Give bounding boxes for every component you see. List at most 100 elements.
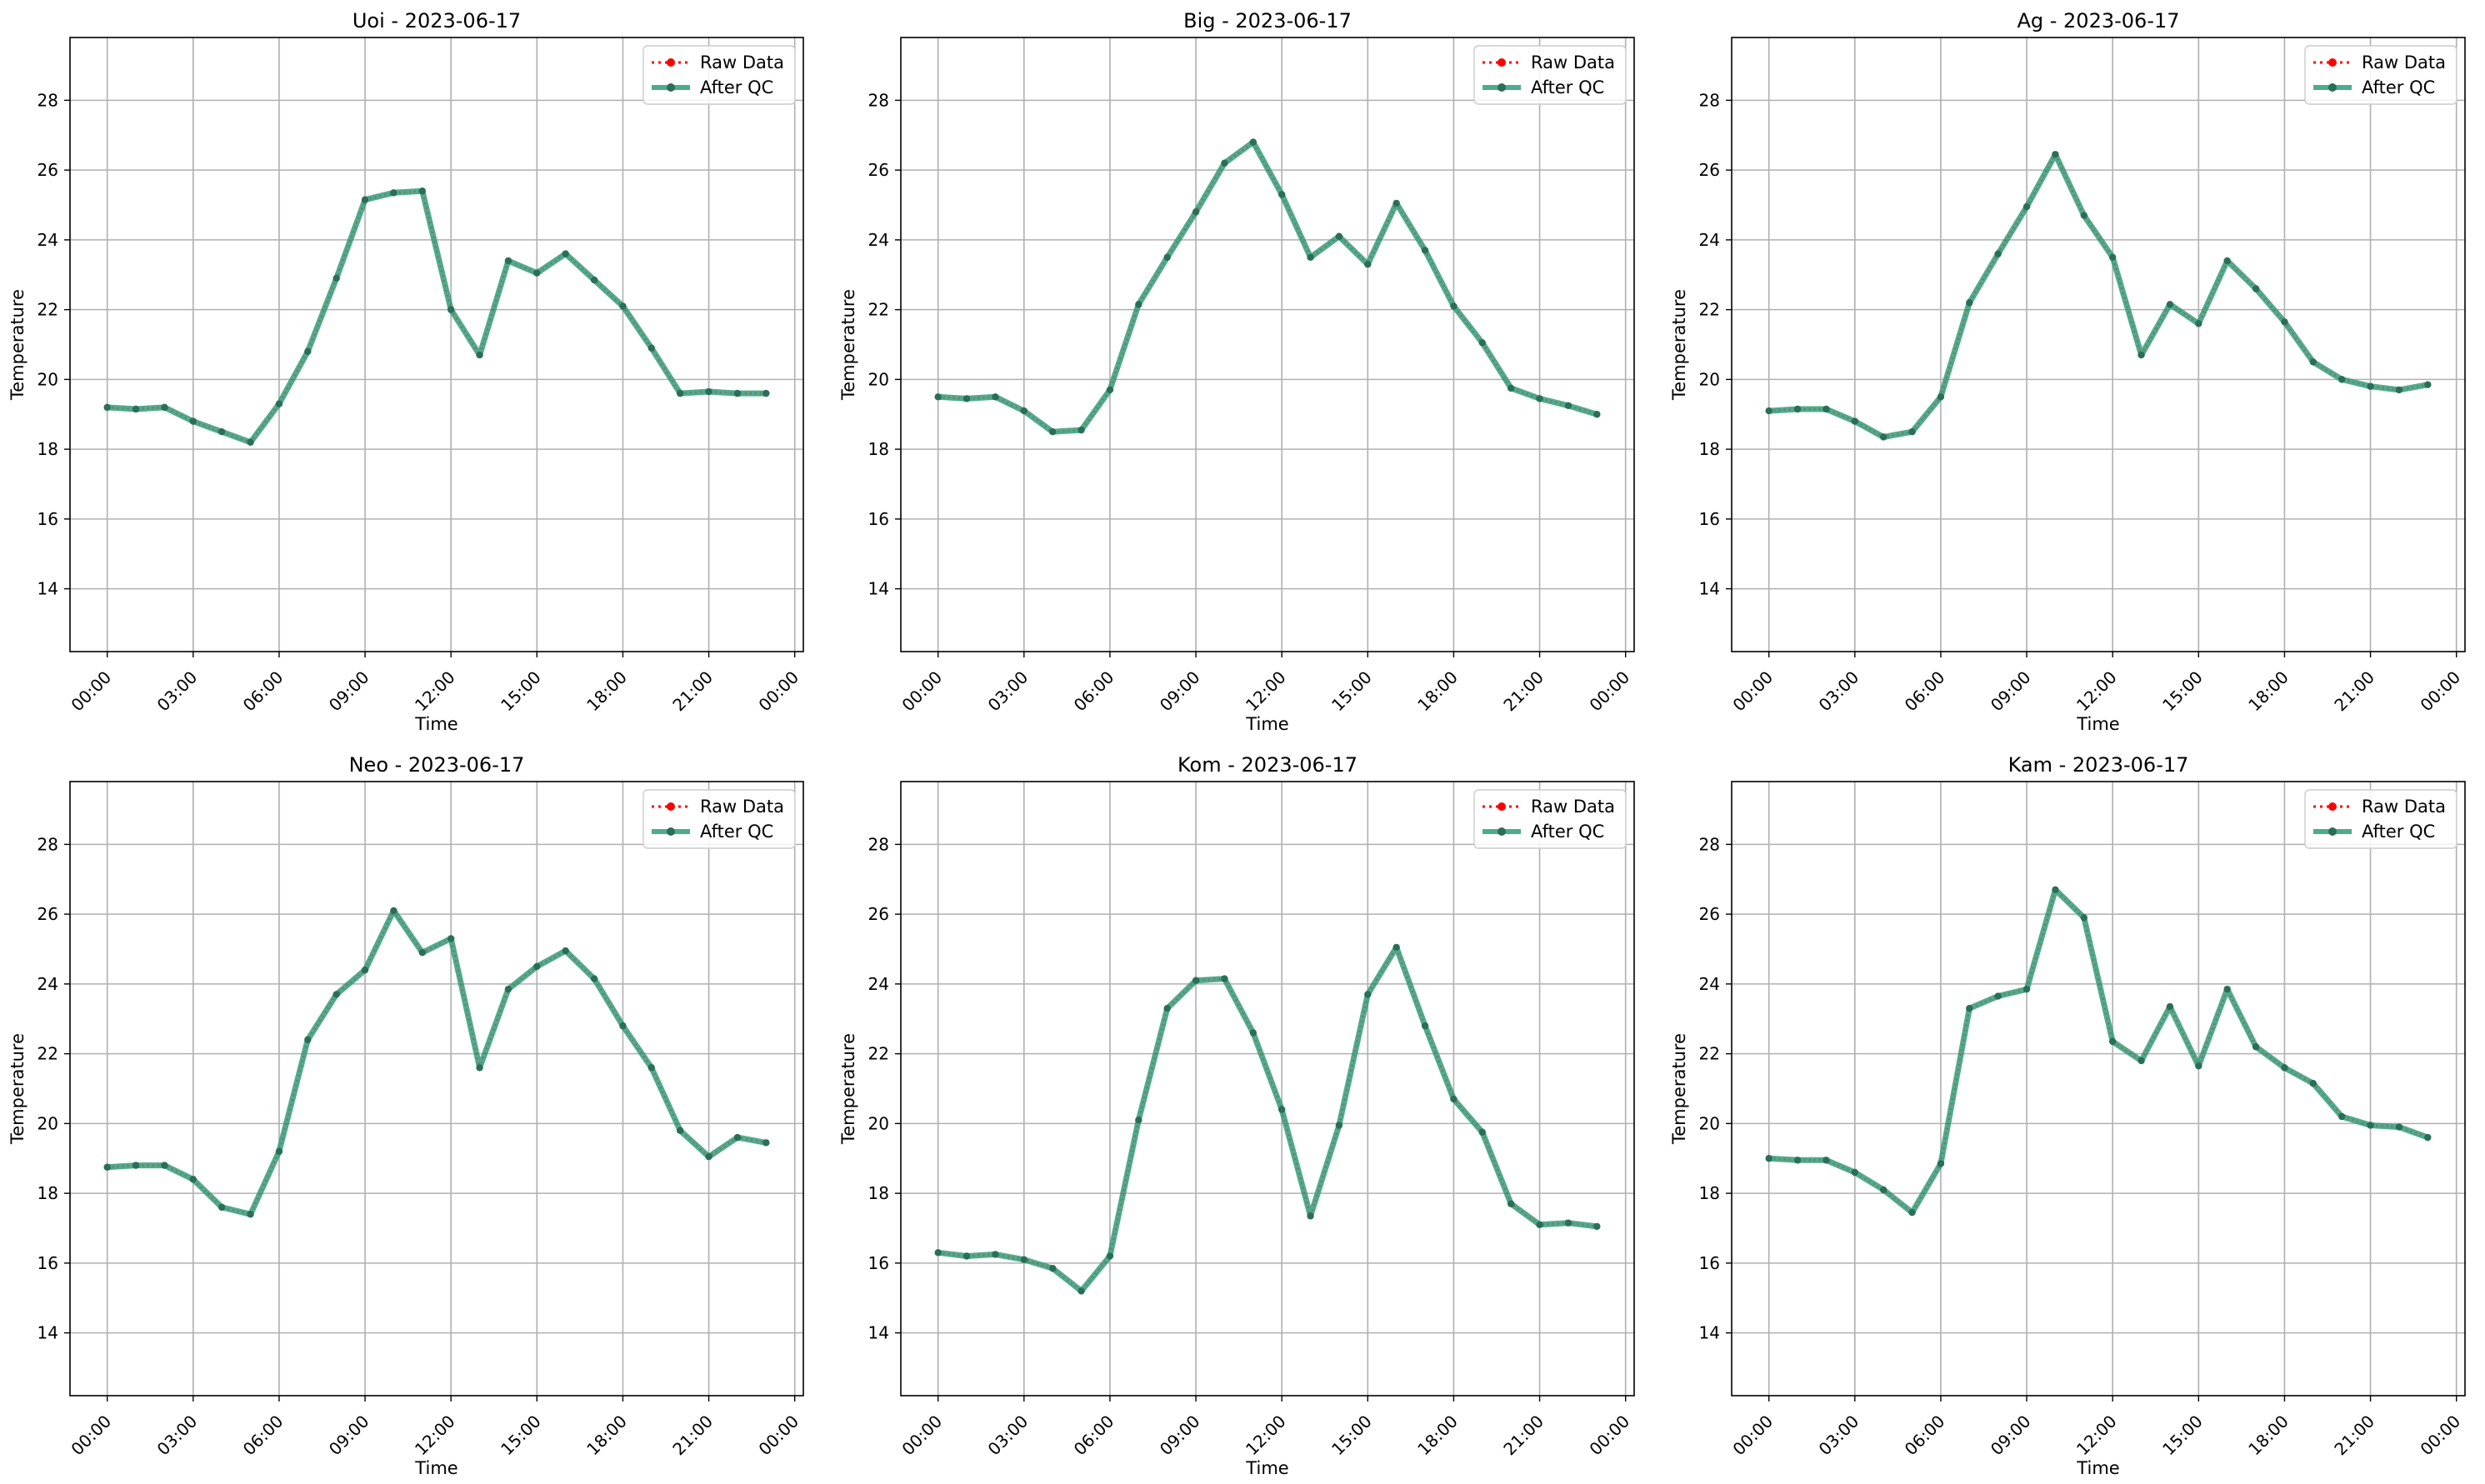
- legend-label-after-qc: After QC: [700, 822, 773, 842]
- legend-label-after-qc: After QC: [2362, 822, 2435, 842]
- x-tick-label: 03:00: [1815, 1412, 1863, 1460]
- data-point: [2252, 1043, 2260, 1051]
- x-tick-label: 15:00: [2158, 667, 2207, 716]
- data-point: [590, 276, 598, 284]
- data-point: [1851, 1168, 1859, 1177]
- y-tick-label: 26: [868, 904, 889, 924]
- data-point: [676, 1127, 684, 1134]
- y-tick-label: 18: [38, 1183, 58, 1203]
- x-tick-label: 21:00: [2330, 1412, 2378, 1460]
- data-point: [447, 306, 455, 313]
- data-point: [161, 403, 168, 412]
- data-point: [962, 395, 971, 402]
- data-point: [275, 1147, 283, 1156]
- x-tick-label: 18:00: [1413, 667, 1462, 716]
- data-point: [648, 1064, 656, 1072]
- data-point: [1879, 433, 1888, 441]
- x-tick-label: 18:00: [2244, 1412, 2292, 1460]
- data-point: [2080, 212, 2088, 219]
- data-point: [2424, 381, 2432, 388]
- y-tick-label: 24: [1699, 230, 1720, 250]
- y-tick-label: 22: [868, 300, 889, 320]
- data-point: [1908, 1208, 1916, 1217]
- y-axis-label: Temperature: [8, 1033, 28, 1145]
- legend-label-raw: Raw Data: [1531, 797, 1615, 817]
- data-point: [1765, 1155, 1772, 1162]
- data-point: [1793, 405, 1802, 413]
- data-point: [1048, 427, 1057, 436]
- data-point: [1593, 1222, 1601, 1231]
- data-point: [1593, 411, 1601, 418]
- legend: Raw Data After QC: [2304, 45, 2458, 105]
- x-tick-label: 12:00: [411, 1412, 459, 1460]
- data-point: [1221, 975, 1228, 982]
- y-tick-label: 28: [868, 90, 889, 110]
- x-tick-label: 09:00: [325, 1412, 373, 1460]
- data-point: [1163, 1004, 1171, 1012]
- x-tick-label: 18:00: [2244, 667, 2292, 716]
- subplot-title: Big - 2023-06-17: [1183, 9, 1352, 32]
- data-point: [2309, 1080, 2318, 1087]
- x-axis-label: Time: [1245, 1458, 1288, 1478]
- data-point: [648, 344, 656, 352]
- y-tick-label: 16: [1699, 1253, 1720, 1273]
- x-tick-label: 09:00: [1987, 667, 2035, 716]
- subplot-title: Ag - 2023-06-17: [2017, 9, 2179, 32]
- data-point: [533, 962, 541, 971]
- data-point: [1078, 1287, 1085, 1295]
- y-tick-label: 14: [1699, 579, 1720, 599]
- x-tick-label: 03:00: [984, 1412, 1032, 1460]
- y-axis-label: Temperature: [1669, 289, 1689, 401]
- data-point: [2281, 318, 2288, 326]
- y-tick-label: 28: [38, 834, 58, 854]
- data-point: [332, 991, 340, 998]
- y-tick-label: 24: [38, 974, 58, 994]
- data-point: [218, 1203, 226, 1212]
- x-axis-label: Time: [1245, 714, 1288, 734]
- legend-marker-raw: [2328, 58, 2337, 67]
- x-tick-label: 12:00: [1242, 667, 1290, 716]
- data-point: [418, 187, 427, 195]
- y-tick-label: 22: [868, 1044, 889, 1064]
- legend: Raw Data After QC: [1473, 45, 1627, 105]
- x-axis-label: Time: [2076, 714, 2119, 734]
- y-tick-label: 24: [868, 974, 889, 994]
- data-point: [2367, 382, 2374, 390]
- data-point: [1135, 1116, 1142, 1124]
- data-point: [1937, 393, 1945, 401]
- data-point: [2252, 285, 2260, 292]
- y-tick-label: 26: [1699, 160, 1720, 180]
- data-point: [2309, 358, 2318, 366]
- x-axis-label: Time: [2076, 1458, 2119, 1478]
- y-tick-label: 20: [1699, 369, 1720, 389]
- data-point: [247, 438, 254, 446]
- legend-label-raw: Raw Data: [700, 52, 784, 72]
- y-tick-label: 16: [868, 1253, 889, 1273]
- data-point: [676, 389, 684, 397]
- x-tick-label: 12:00: [2072, 1412, 2121, 1460]
- data-point: [189, 417, 198, 425]
- x-tick-label: 15:00: [1328, 667, 1376, 716]
- x-tick-label: 00:00: [67, 1412, 115, 1460]
- x-tick-label: 12:00: [2072, 667, 2121, 716]
- data-point: [1994, 992, 2002, 1000]
- y-tick-label: 18: [868, 439, 889, 459]
- data-point: [1564, 402, 1572, 409]
- data-point: [762, 1139, 770, 1147]
- legend: Raw Data After QC: [1473, 789, 1627, 849]
- data-point: [1335, 1122, 1343, 1129]
- data-point: [934, 1249, 942, 1257]
- grid: [70, 782, 803, 1396]
- data-point: [247, 1211, 254, 1218]
- y-tick-label: 16: [868, 509, 889, 529]
- data-point: [1221, 159, 1228, 167]
- y-axis-label: Temperature: [8, 289, 28, 401]
- y-tick-label: 16: [38, 1253, 58, 1273]
- legend-label-after-qc: After QC: [2362, 77, 2435, 97]
- x-tick-label: 09:00: [1156, 1412, 1204, 1460]
- data-point: [1793, 1157, 1802, 1164]
- data-point: [447, 935, 455, 942]
- subplot-ag: Ag - 2023-06-17 00:00 03:00 06:00 09:00 12:00…: [1669, 9, 2466, 734]
- series-line-raw-data: [107, 908, 767, 1216]
